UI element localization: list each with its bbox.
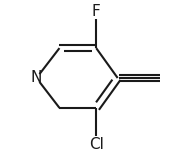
Text: Cl: Cl [89,137,104,152]
Text: N: N [31,71,42,85]
Text: F: F [92,4,101,19]
